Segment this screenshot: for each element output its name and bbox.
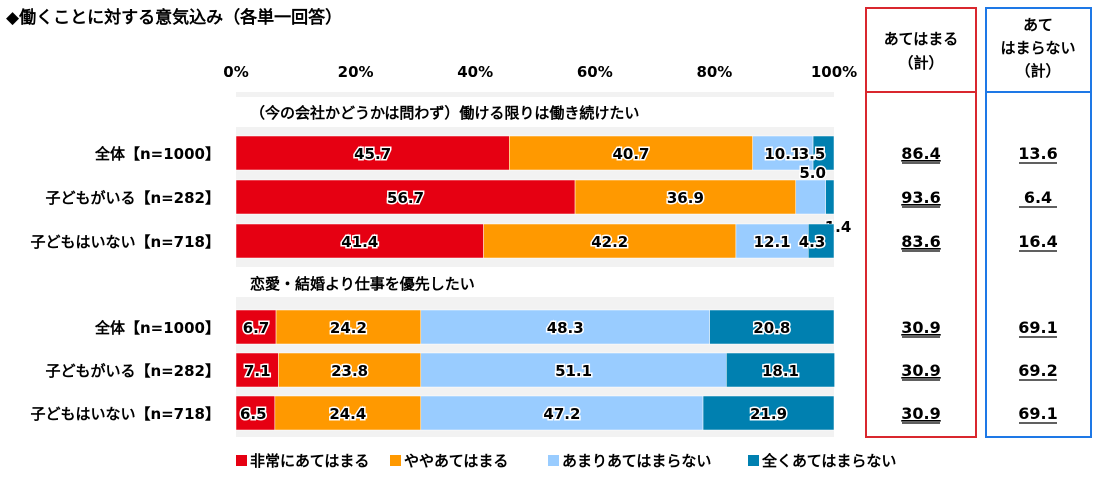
legend-label: 非常にあてはまる xyxy=(250,452,369,470)
axis-tick-label: 100% xyxy=(811,63,857,81)
not-applies-total-value: 6.4 xyxy=(1024,188,1052,207)
data-label: 41.4 xyxy=(341,233,378,251)
not-applies-header-label: はまらない xyxy=(1000,39,1075,57)
not-applies-total-value: 69.2 xyxy=(1018,361,1057,380)
data-label: 4.3 xyxy=(799,233,826,251)
applies-total-value: 86.4 xyxy=(901,144,940,163)
data-label: 21.9 xyxy=(750,405,787,423)
category-label: 全体【n=1000】 xyxy=(94,319,220,337)
legend-label: ややあてはまる xyxy=(404,452,508,470)
bar-segment xyxy=(483,223,737,259)
bar-segment xyxy=(825,179,835,215)
category-label: 子どもがいる【n=282】 xyxy=(45,362,220,380)
bar-segment xyxy=(735,223,809,259)
data-label: 51.1 xyxy=(555,362,592,380)
category-label: 子どもがいる【n=282】 xyxy=(45,189,220,207)
data-label: 24.2 xyxy=(330,319,367,337)
data-label: 5.0 xyxy=(799,164,826,182)
section-title-band xyxy=(236,267,834,297)
not-applies-total-value: 16.4 xyxy=(1018,232,1057,251)
data-label: 56.7 xyxy=(387,189,424,207)
bar-segment xyxy=(795,179,826,215)
data-label: 45.7 xyxy=(354,145,391,163)
applies-header-label: あてはまる xyxy=(884,30,958,48)
legend-swatch xyxy=(548,455,559,466)
axis-tick-label: 20% xyxy=(338,63,374,81)
not-applies-total-value: 69.1 xyxy=(1018,404,1057,423)
not-applies-total-value: 69.1 xyxy=(1018,318,1057,337)
bar-segment xyxy=(235,352,279,388)
applies-total-value: 30.9 xyxy=(901,361,940,380)
axis-tick-label: 0% xyxy=(223,63,248,81)
not-applies-total-value: 13.6 xyxy=(1018,144,1057,163)
chart-title: ◆働くことに対する意気込み（各単一回答） xyxy=(6,7,342,28)
category-label: 子どもはいない【n=718】 xyxy=(30,233,220,251)
data-label: 48.3 xyxy=(547,319,584,337)
bar-segment xyxy=(420,309,710,345)
bar-segment xyxy=(235,395,276,431)
not-applies-header-label: あて xyxy=(1023,16,1053,34)
applies-total-value: 83.6 xyxy=(901,232,940,251)
data-label: 40.7 xyxy=(612,145,649,163)
axis-tick-label: 40% xyxy=(457,63,493,81)
category-label: 全体【n=1000】 xyxy=(94,145,220,163)
data-label: 20.8 xyxy=(753,319,790,337)
bar-segment xyxy=(812,135,835,171)
section-title: 恋愛・結婚より仕事を優先したい xyxy=(250,275,475,293)
bar-segment xyxy=(420,395,704,431)
data-label: 6.7 xyxy=(243,319,270,337)
data-label: 3.5 xyxy=(799,145,826,163)
data-label: 36.9 xyxy=(667,189,704,207)
not-applies-total-box xyxy=(985,7,1092,438)
data-label: 10.1 xyxy=(764,145,801,163)
applies-total-value: 30.9 xyxy=(901,318,940,337)
bar-segment xyxy=(702,395,835,431)
axis-tick-label: 60% xyxy=(577,63,613,81)
applies-header-label: （計） xyxy=(898,54,943,72)
bar-segment xyxy=(235,135,510,171)
data-label: 6.5 xyxy=(240,405,267,423)
bar-segment xyxy=(235,309,277,345)
legend-swatch xyxy=(236,455,247,466)
bar-segment xyxy=(574,179,796,215)
data-label: 42.2 xyxy=(591,233,628,251)
section-title: （今の会社かどうかは問わず）働ける限りは働き続けたい xyxy=(250,104,639,122)
data-label: 18.1 xyxy=(762,362,799,380)
bar-segment xyxy=(726,352,835,388)
applies-total-box xyxy=(865,7,977,438)
not-applies-header-label: （計） xyxy=(1015,62,1060,80)
legend-label: 全くあてはまらない xyxy=(761,452,896,470)
axis-tick-label: 80% xyxy=(696,63,732,81)
data-label: 23.8 xyxy=(331,362,368,380)
bar-segment xyxy=(275,309,422,345)
legend-label: あまりあてはまらない xyxy=(562,452,711,470)
legend-swatch xyxy=(390,455,401,466)
category-label: 子どもはいない【n=718】 xyxy=(30,405,220,423)
legend-swatch xyxy=(748,455,759,466)
data-label: 12.1 xyxy=(754,233,791,251)
bar-segment xyxy=(235,223,484,259)
applies-total-value: 93.6 xyxy=(901,188,940,207)
bar-segment xyxy=(278,352,422,388)
bar-segment xyxy=(709,309,835,345)
data-label: 24.4 xyxy=(329,405,366,423)
section-title-band xyxy=(236,97,834,127)
applies-total-value: 30.9 xyxy=(901,404,940,423)
bar-segment xyxy=(420,352,727,388)
bar-segment xyxy=(235,179,576,215)
bar-segment xyxy=(808,223,835,259)
data-label: 7.1 xyxy=(244,362,271,380)
data-label: 47.2 xyxy=(543,405,580,423)
bar-segment xyxy=(274,395,422,431)
